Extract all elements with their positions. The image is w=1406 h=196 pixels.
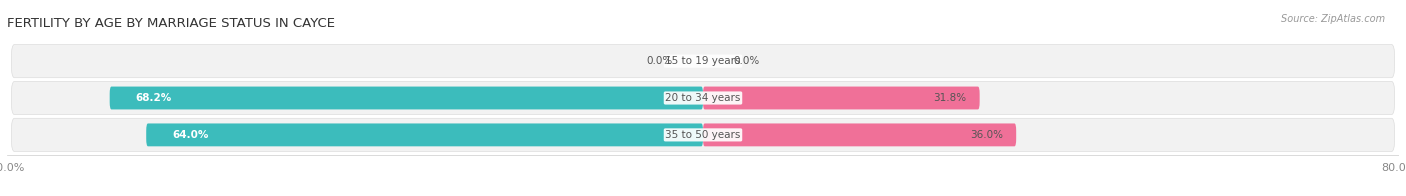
Text: 15 to 19 years: 15 to 19 years: [665, 56, 741, 66]
FancyBboxPatch shape: [703, 87, 980, 109]
Text: 35 to 50 years: 35 to 50 years: [665, 130, 741, 140]
FancyBboxPatch shape: [11, 118, 1395, 152]
Text: Source: ZipAtlas.com: Source: ZipAtlas.com: [1281, 14, 1385, 24]
Text: 36.0%: 36.0%: [970, 130, 1002, 140]
Text: 31.8%: 31.8%: [934, 93, 966, 103]
Text: 20 to 34 years: 20 to 34 years: [665, 93, 741, 103]
FancyBboxPatch shape: [703, 123, 1017, 146]
FancyBboxPatch shape: [11, 44, 1395, 78]
FancyBboxPatch shape: [146, 123, 703, 146]
Text: 68.2%: 68.2%: [136, 93, 172, 103]
FancyBboxPatch shape: [11, 81, 1395, 115]
Text: 64.0%: 64.0%: [173, 130, 208, 140]
FancyBboxPatch shape: [110, 87, 703, 109]
Text: 0.0%: 0.0%: [647, 56, 672, 66]
Text: 0.0%: 0.0%: [734, 56, 759, 66]
Text: FERTILITY BY AGE BY MARRIAGE STATUS IN CAYCE: FERTILITY BY AGE BY MARRIAGE STATUS IN C…: [7, 17, 335, 30]
